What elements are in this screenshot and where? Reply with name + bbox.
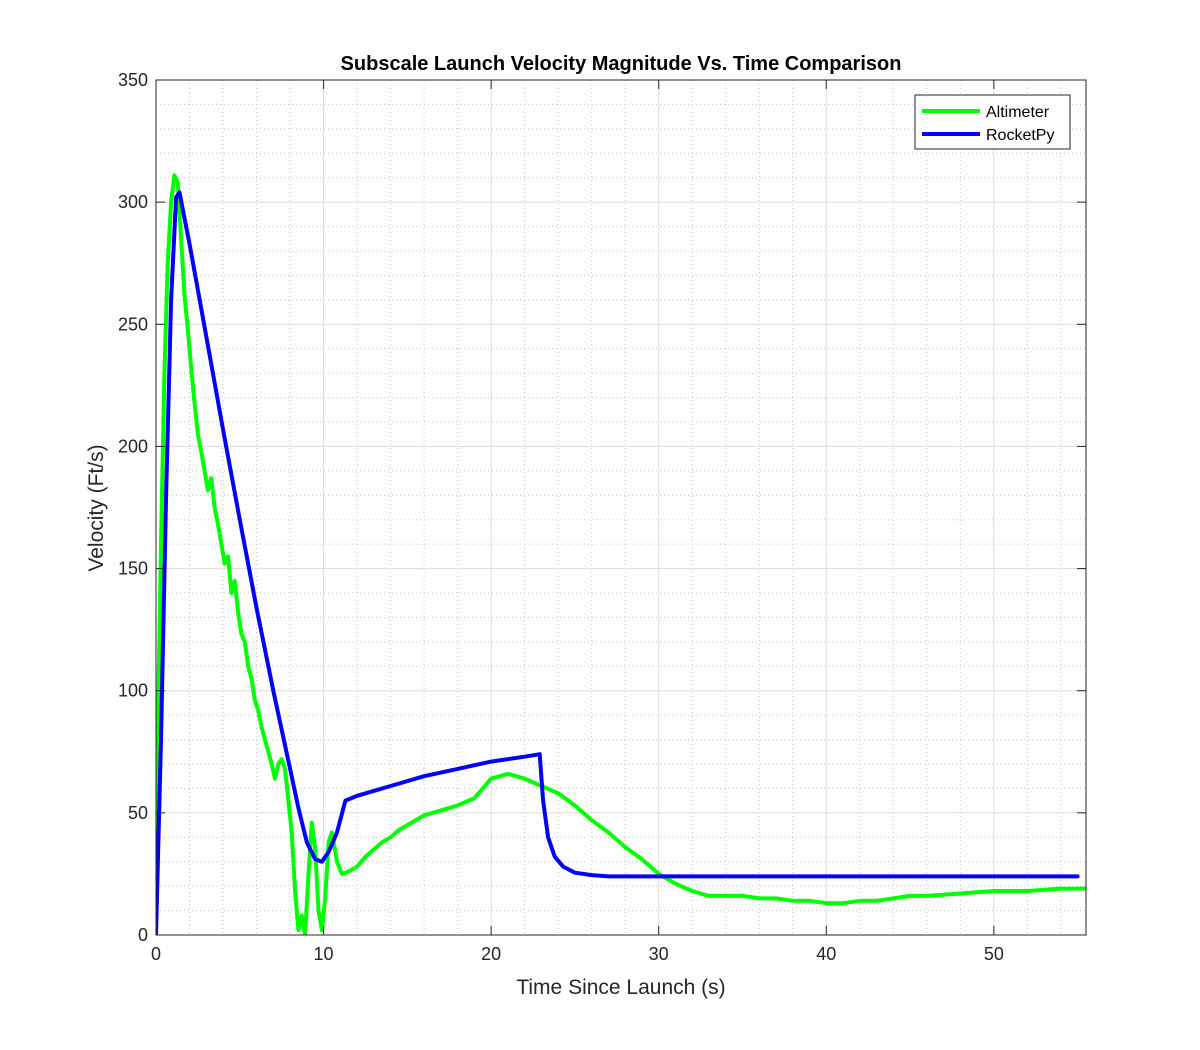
y-tick-label: 200 <box>118 436 148 456</box>
y-tick-label: 100 <box>118 681 148 701</box>
series-line-rocketpy <box>156 190 1080 935</box>
y-axis-label: Velocity (Ft/s) <box>85 444 108 571</box>
y-tick-label: 150 <box>118 559 148 579</box>
legend-entry-altimeter: Altimeter <box>986 104 1050 121</box>
x-tick-label: 20 <box>481 944 501 964</box>
x-tick-label: 30 <box>649 944 669 964</box>
x-tick-label: 10 <box>314 944 334 964</box>
x-axis-label: Time Since Launch (s) <box>516 976 725 999</box>
x-tick-label: 0 <box>151 944 161 964</box>
y-tick-label: 50 <box>128 803 148 823</box>
chart-title: Subscale Launch Velocity Magnitude Vs. T… <box>341 53 902 75</box>
y-tick-label: 250 <box>118 314 148 334</box>
x-tick-label: 40 <box>816 944 836 964</box>
series-line-altimeter <box>156 173 1086 935</box>
y-tick-label: 300 <box>118 192 148 212</box>
minor-grid <box>156 80 1086 935</box>
y-tick-label: 350 <box>118 70 148 90</box>
tick-marks <box>155 79 1086 936</box>
x-tick-labels: 0 10 20 30 40 50 <box>151 944 1004 964</box>
y-tick-label: 0 <box>138 925 148 945</box>
plot-area <box>156 80 1086 935</box>
y-tick-labels: 0 50 100 150 200 250 300 350 <box>118 70 148 945</box>
legend: Altimeter RocketPy <box>914 94 1071 150</box>
legend-entry-rocketpy: RocketPy <box>986 127 1054 144</box>
series-layer <box>156 173 1086 935</box>
axes-box <box>155 79 1087 936</box>
legend-box <box>914 94 1071 150</box>
x-tick-label: 50 <box>984 944 1004 964</box>
